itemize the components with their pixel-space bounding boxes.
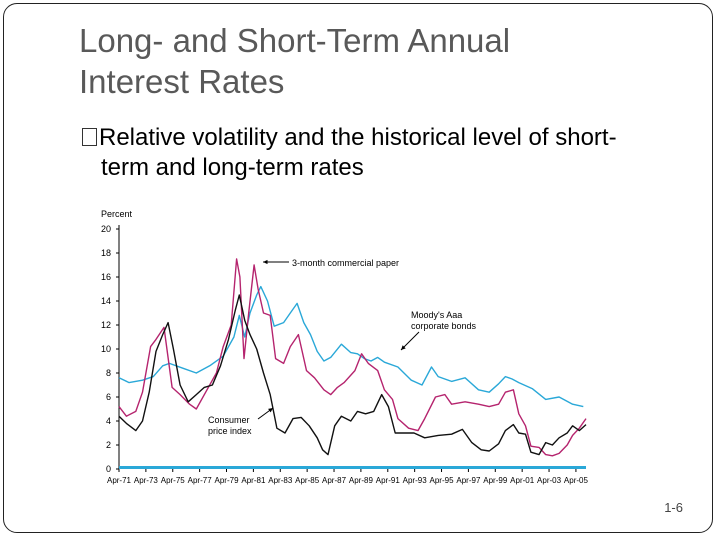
x-tick-label: Apr-75 (161, 476, 186, 485)
bullet-item: Relative volatility and the historical l… (82, 123, 682, 183)
y-axis-label: Percent (101, 209, 133, 219)
annotation-arrow-aaa-bonds-head (401, 345, 406, 350)
x-tick-label: Apr-85 (295, 476, 320, 485)
x-tick-label: Apr-89 (349, 476, 374, 485)
title-line-1: Long- and Short-Term Annual (79, 22, 511, 59)
bullet-text-line-2: term and long-term rates (101, 154, 364, 181)
y-tick-label: 18 (101, 248, 111, 258)
x-tick-label: Apr-03 (537, 476, 562, 485)
y-tick-label: 0 (106, 464, 111, 474)
y-tick-label: 6 (106, 392, 111, 402)
x-tick-label: Apr-87 (322, 476, 347, 485)
square-bullet-icon (82, 128, 97, 146)
x-tick-label: Apr-91 (376, 476, 401, 485)
y-tick-label: 8 (106, 368, 111, 378)
x-tick-label: Apr-79 (215, 476, 240, 485)
x-tick-label: Apr-83 (268, 476, 293, 485)
x-tick-label: Apr-71 (107, 476, 132, 485)
y-tick-label: 12 (101, 320, 111, 330)
x-axis-baseline (119, 466, 586, 469)
x-tick-label: Apr-93 (403, 476, 428, 485)
annotation-arrow-commercial-paper-head (263, 259, 268, 265)
title-line-2: Interest Rates (79, 63, 285, 100)
annotation-cpi: Consumer price index (208, 415, 252, 436)
y-tick-label: 4 (106, 416, 111, 426)
x-tick-label: Apr-95 (430, 476, 455, 485)
y-tick-label: 2 (106, 440, 111, 450)
page-number: 1-6 (664, 500, 683, 515)
series-lines (118, 258, 587, 457)
x-tick-label: Apr-99 (483, 476, 508, 485)
x-tick-label: Apr-05 (564, 476, 589, 485)
y-tick-label: 16 (101, 272, 111, 282)
chart-annotations: 3-month commercial paper Moody's Aaa corpo… (208, 258, 477, 436)
slide-title: Long- and Short-Term Annual Interest Rat… (79, 20, 679, 102)
bullet-text-line-1: Relative volatility and the historical l… (99, 124, 617, 151)
slide-frame (3, 3, 713, 533)
y-tick-label: 14 (101, 296, 111, 306)
x-tick-label: Apr-97 (456, 476, 481, 485)
y-tick-label: 20 (101, 224, 111, 234)
x-tick-label: Apr-77 (188, 476, 213, 485)
x-tick-label: Apr-81 (241, 476, 266, 485)
y-tick-label: 10 (101, 344, 111, 354)
annotation-aaa-bonds: Moody's Aaa corporate bonds (411, 310, 477, 331)
aaa-bond-series-line (118, 285, 584, 408)
commercial-paper-series-line (118, 258, 587, 457)
x-tick-label: Apr-73 (134, 476, 159, 485)
x-axis: Apr-71 Apr-73 Apr-75 Apr-77 Apr-79 Apr-81 Apr-… (107, 466, 588, 485)
annotation-arrow-cpi-head (268, 408, 273, 413)
y-axis: Percent 0 2 4 6 8 10 12 14 16 18 20 (101, 209, 133, 474)
x-tick-label: Apr-01 (510, 476, 535, 485)
annotation-commercial-paper: 3-month commercial paper (292, 258, 399, 268)
cpi-series-line (118, 294, 587, 456)
